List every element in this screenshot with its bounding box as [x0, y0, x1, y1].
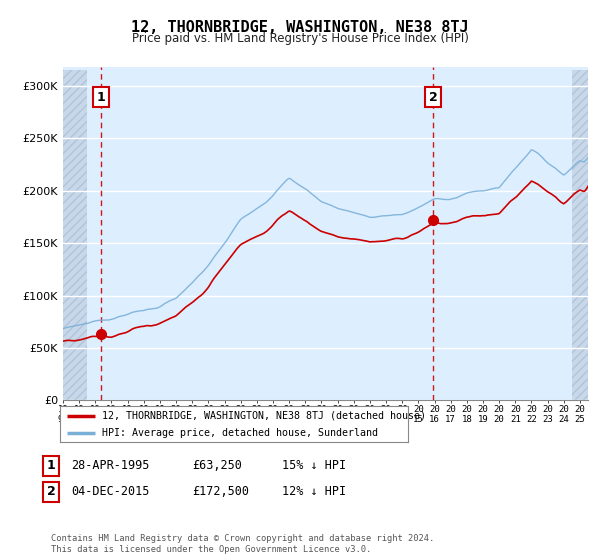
- Text: Contains HM Land Registry data © Crown copyright and database right 2024.
This d: Contains HM Land Registry data © Crown c…: [51, 534, 434, 554]
- Text: 15% ↓ HPI: 15% ↓ HPI: [282, 459, 346, 473]
- Text: 12% ↓ HPI: 12% ↓ HPI: [282, 485, 346, 498]
- Text: 2: 2: [429, 91, 437, 104]
- Text: 1: 1: [96, 91, 105, 104]
- Text: HPI: Average price, detached house, Sunderland: HPI: Average price, detached house, Sund…: [102, 428, 378, 437]
- Text: Price paid vs. HM Land Registry's House Price Index (HPI): Price paid vs. HM Land Registry's House …: [131, 32, 469, 45]
- Text: 12, THORNBRIDGE, WASHINGTON, NE38 8TJ: 12, THORNBRIDGE, WASHINGTON, NE38 8TJ: [131, 20, 469, 35]
- Text: 28-APR-1995: 28-APR-1995: [71, 459, 149, 473]
- Text: 12, THORNBRIDGE, WASHINGTON, NE38 8TJ (detached house): 12, THORNBRIDGE, WASHINGTON, NE38 8TJ (d…: [102, 411, 426, 421]
- Text: £172,500: £172,500: [192, 485, 249, 498]
- Text: £63,250: £63,250: [192, 459, 242, 473]
- Text: 04-DEC-2015: 04-DEC-2015: [71, 485, 149, 498]
- Text: 2: 2: [47, 485, 55, 498]
- Text: 1: 1: [47, 459, 55, 473]
